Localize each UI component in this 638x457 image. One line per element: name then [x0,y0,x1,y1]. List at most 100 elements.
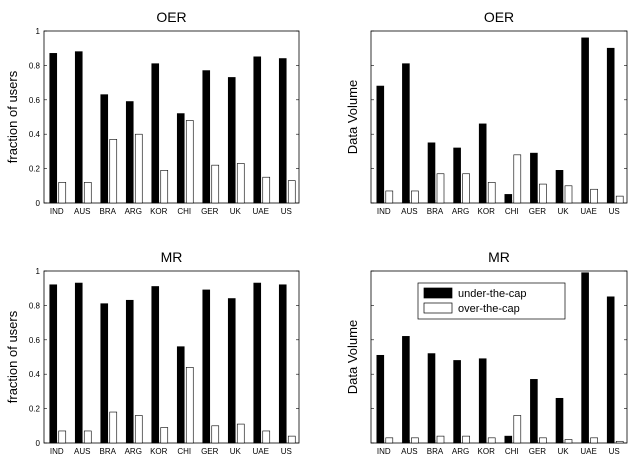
bar-over-the-cap-uae [262,430,271,444]
bar-under-the-cap-uae [253,56,262,204]
x-tick-label: GER [529,207,547,216]
bar-under-the-cap-bra [100,94,109,204]
bar-over-the-cap-uk [236,423,245,444]
bar-over-the-cap-us [287,435,296,444]
bar-under-the-cap-aus [74,51,83,204]
bar-over-the-cap-uk [236,163,245,204]
bar-over-the-cap-ger [211,425,220,444]
bar-under-the-cap-arg [125,101,134,204]
x-tick-label: US [609,447,620,456]
axes-frame [370,270,628,444]
chart-title: MR [488,249,510,265]
bar-over-the-cap-bra [109,411,118,444]
x-tick-label: US [609,207,620,216]
y-tick-label: 0.2 [29,165,41,174]
x-tick-label: UK [557,207,569,216]
bar-under-the-cap-ger [530,152,538,204]
bar-over-the-cap-uk [564,185,573,204]
x-tick-label: KOR [150,207,168,216]
bar-over-the-cap-arg [462,173,470,204]
x-tick-label: IND [50,207,64,216]
bar-under-the-cap-ind [376,85,385,204]
bar-under-the-cap-aus [402,63,410,204]
bar-over-the-cap-bra [109,139,118,204]
bar-under-the-cap-ger [202,70,211,204]
bar-under-the-cap-ger [530,379,538,444]
bar-under-the-cap-ind [376,354,385,444]
x-tick-label: IND [50,447,64,456]
x-tick-label: IND [377,447,391,456]
bar-under-the-cap-chi [504,194,513,204]
bar-under-the-cap-us [606,47,615,204]
bar-over-the-cap-ger [539,437,547,444]
x-tick-label: ARG [125,207,142,216]
bar-under-the-cap-ind [49,284,58,444]
bar-under-the-cap-us [606,296,615,444]
x-tick-label: BRA [100,447,117,456]
bar-over-the-cap-kor [160,427,169,444]
y-tick-label: 0 [36,439,41,448]
x-tick-label: GER [201,207,219,216]
y-tick-label: 0.6 [29,336,41,345]
bar-over-the-cap-aus [83,430,92,444]
bar-under-the-cap-chi [504,435,513,444]
x-tick-label: AUS [401,207,417,216]
bar-over-the-cap-arg [134,133,143,204]
y-axis-label: Data Volume [345,320,360,394]
x-tick-label: CHI [177,447,191,456]
bar-over-the-cap-bra [436,173,445,204]
x-tick-label: AUS [401,447,417,456]
x-tick-label: KOR [478,447,496,456]
y-tick-label: 1 [36,27,41,36]
bar-under-the-cap-kor [478,123,487,204]
x-tick-label: GER [201,447,219,456]
y-axis-label: Data Volume [345,80,360,154]
x-tick-label: UK [230,447,242,456]
x-tick-label: BRA [427,447,444,456]
x-tick-label: UK [557,447,569,456]
y-tick-label: 0.8 [29,61,41,70]
bar-under-the-cap-kor [478,358,487,444]
bar-over-the-cap-bra [436,435,445,444]
chart-panel-1: 0 0.2 0.4 0.6 0.8 1 IND AUS BRA ARG KOR CHI GER UK UAE… [5,9,300,216]
legend: under-the-cap over-the-cap [417,282,566,320]
x-tick-label: BRA [100,207,117,216]
x-tick-label: KOR [478,207,496,216]
x-tick-label: BRA [427,207,444,216]
bar-under-the-cap-kor [151,286,160,444]
x-tick-label: ARG [125,447,142,456]
bar-under-the-cap-arg [453,360,461,444]
x-tick-label: AUS [74,207,90,216]
chart-title: MR [161,249,183,265]
x-tick-label: UK [230,207,242,216]
legend-label-over-the-cap: over-the-cap [458,303,520,315]
bar-under-the-cap-chi [176,113,185,204]
bar-over-the-cap-kor [160,170,169,204]
axes-frame [370,30,628,204]
bar-over-the-cap-chi [513,415,522,444]
bar-over-the-cap-aus [83,182,92,204]
y-axis-label: fraction of users [5,310,20,403]
bar-over-the-cap-ind [58,430,67,444]
x-tick-label: UAE [253,447,269,456]
bar-under-the-cap-arg [125,299,134,444]
bar-over-the-cap-uae [590,437,598,444]
chart-panel-3: 0 0.2 0.4 0.6 0.8 1 IND AUS BRA ARG KOR CHI GER UK UAE… [5,249,300,456]
bar-over-the-cap-uae [590,188,598,204]
y-axis-label: fraction of users [5,70,20,163]
bar-under-the-cap-aus [74,282,83,444]
bar-under-the-cap-arg [453,147,461,204]
bar-over-the-cap-kor [487,182,496,204]
bar-under-the-cap-uk [555,170,564,204]
bar-over-the-cap-ind [385,190,394,204]
x-tick-label: UAE [580,447,596,456]
bar-under-the-cap-bra [100,303,109,444]
bar-under-the-cap-bra [427,142,436,204]
bar-over-the-cap-aus [411,190,419,204]
y-tick-label: 0.8 [29,301,41,310]
axes-frame [43,270,300,444]
bar-over-the-cap-kor [487,437,496,444]
y-tick-label: 1 [36,267,41,276]
bar-over-the-cap-arg [462,435,470,444]
